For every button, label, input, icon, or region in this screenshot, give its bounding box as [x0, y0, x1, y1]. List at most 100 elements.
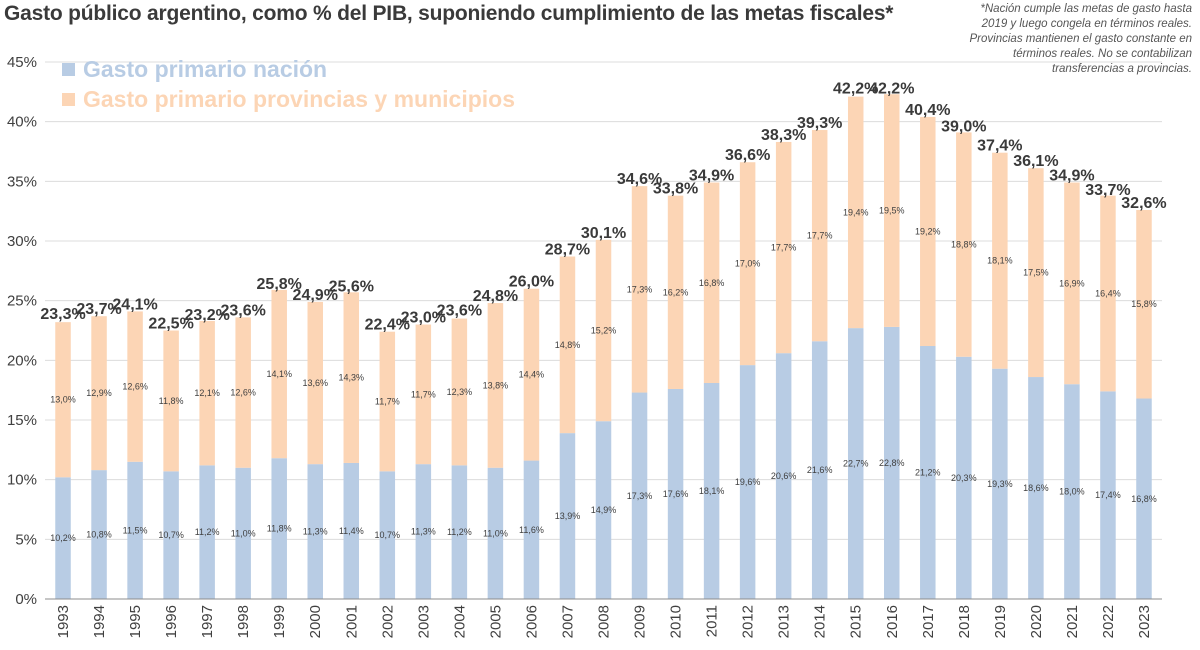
data-label-nacion: 17,4%	[1095, 490, 1121, 500]
data-label-nacion: 17,3%	[627, 491, 653, 501]
bar-provincias	[199, 320, 215, 466]
data-label-provincias: 17,0%	[735, 259, 761, 269]
data-label-total: 39,0%	[941, 119, 986, 136]
data-label-nacion: 10,2%	[50, 533, 76, 543]
bar-nacion	[631, 392, 648, 599]
bar-nacion	[739, 365, 756, 599]
bar-nacion	[163, 471, 179, 599]
data-label-total: 23,7%	[76, 301, 121, 318]
bar-provincias	[595, 239, 612, 422]
bar-provincias	[487, 303, 504, 468]
x-tick-label: 2018	[956, 605, 973, 638]
data-label-total: 24,9%	[293, 287, 338, 304]
bar-provincias	[163, 330, 179, 472]
data-label-nacion: 18,6%	[1023, 483, 1049, 493]
bar-nacion	[487, 467, 504, 599]
bar-provincias	[415, 324, 432, 465]
x-tick-label: 2015	[848, 605, 865, 638]
data-label-provincias: 13,0%	[50, 395, 76, 405]
data-label-nacion: 18,1%	[699, 486, 725, 496]
data-label-total: 23,0%	[401, 310, 446, 327]
x-tick-label: 2013	[776, 605, 793, 638]
y-tick-label: 5%	[15, 531, 37, 548]
bar-nacion	[703, 383, 720, 599]
x-tick-label: 2003	[415, 605, 432, 638]
data-label-provincias: 17,7%	[807, 231, 833, 241]
data-label-total: 42,2%	[833, 80, 878, 97]
y-tick-label: 20%	[7, 352, 37, 369]
x-tick-label: 1997	[199, 605, 216, 638]
data-label-provincias: 12,6%	[122, 382, 148, 392]
legend-item-provincias: Gasto primario provincias y municipios	[62, 84, 515, 114]
legend-swatch-provincias	[62, 92, 75, 106]
bar-nacion	[55, 477, 71, 599]
x-tick-label: 2002	[379, 605, 396, 638]
x-tick-label: 2012	[740, 605, 757, 638]
data-label-provincias: 12,6%	[230, 388, 256, 398]
data-label-nacion: 13,9%	[555, 511, 581, 521]
data-label-nacion: 11,0%	[483, 528, 508, 538]
data-label-nacion: 11,2%	[447, 527, 472, 537]
data-label-nacion: 16,8%	[1131, 494, 1157, 504]
chart-title: Gasto público argentino, como % del PIB,…	[4, 2, 894, 25]
bar-provincias	[847, 96, 864, 329]
data-label-provincias: 11,8%	[159, 396, 184, 406]
bar-nacion	[920, 346, 936, 599]
bar-nacion	[956, 356, 972, 599]
data-label-total: 25,8%	[257, 276, 302, 293]
footnote-line: *Nación cumple las metas de gasto hasta	[980, 3, 1192, 15]
data-label-nacion: 19,3%	[987, 479, 1013, 489]
data-label-provincias: 17,7%	[771, 243, 797, 253]
bar-provincias	[992, 152, 1008, 369]
bar-nacion	[91, 470, 107, 599]
data-label-provincias: 16,4%	[1095, 289, 1121, 299]
bar-nacion	[884, 326, 900, 599]
x-tick-label: 1999	[271, 605, 288, 638]
data-label-total: 26,0%	[509, 274, 554, 291]
bar-nacion	[451, 465, 468, 599]
data-label-total: 33,7%	[1085, 182, 1130, 199]
bar-nacion	[1064, 384, 1080, 599]
bar-provincias	[667, 195, 684, 389]
data-label-total: 38,3%	[761, 127, 806, 144]
x-tick-label: 2010	[668, 605, 685, 638]
data-label-provincias: 13,6%	[302, 378, 328, 388]
x-tick-label: 2016	[884, 605, 901, 638]
x-tick-label: 2020	[1028, 605, 1045, 638]
bar-provincias	[451, 318, 468, 466]
bar-provincias	[1136, 209, 1152, 399]
data-label-nacion: 11,3%	[303, 527, 328, 537]
data-label-nacion: 11,5%	[123, 525, 148, 535]
legend-item-nacion: Gasto primario nación	[62, 54, 515, 84]
data-label-total: 36,6%	[725, 147, 770, 164]
data-label-total: 34,9%	[689, 168, 734, 185]
data-label-total: 30,1%	[581, 225, 626, 242]
y-tick-label: 25%	[7, 293, 37, 310]
y-tick-label: 35%	[7, 173, 37, 190]
bar-provincias	[271, 289, 287, 459]
data-label-provincias: 15,8%	[1131, 299, 1157, 309]
data-label-total: 34,6%	[617, 171, 662, 188]
data-label-provincias: 12,9%	[86, 388, 112, 398]
bars: 10,2% 13,0% 23,3% 10,8% 12,9% 23,7% 11,5% 12,6%…	[40, 80, 1167, 599]
data-label-total: 32,6%	[1121, 195, 1166, 212]
x-tick-label: 1998	[235, 605, 252, 638]
data-label-total: 34,9%	[1049, 168, 1094, 185]
y-tick-label: 0%	[15, 591, 37, 608]
y-tick-label: 40%	[7, 114, 37, 131]
bar-nacion	[271, 458, 287, 599]
data-label-provincias: 11,7%	[375, 397, 400, 407]
footnote-line: Provincias mantienen el gasto constante …	[969, 33, 1192, 45]
legend: Gasto primario nación Gasto primario pro…	[62, 54, 515, 114]
bar-nacion	[199, 465, 215, 599]
x-tick-label: 2023	[1136, 605, 1153, 638]
data-label-nacion: 11,6%	[519, 525, 544, 535]
x-tick-label: 2021	[1064, 605, 1081, 638]
x-tick-label: 2000	[307, 605, 324, 638]
bar-provincias	[343, 292, 360, 463]
data-label-provincias: 16,9%	[1059, 278, 1085, 288]
data-label-provincias: 19,4%	[843, 207, 869, 217]
y-axis: 0% 5% 10% 15% 20% 25% 30% 35% 40% 45%	[7, 54, 37, 608]
bar-nacion	[379, 471, 396, 599]
bar-nacion	[1136, 398, 1152, 599]
